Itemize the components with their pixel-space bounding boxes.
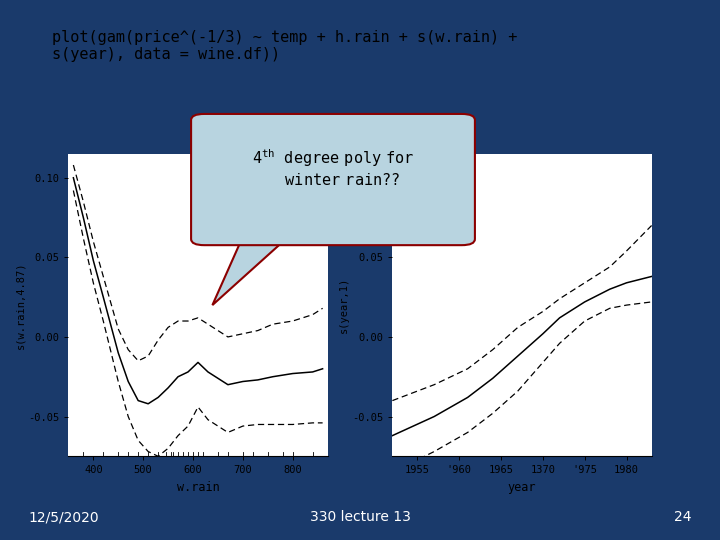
- Text: 12/5/2020: 12/5/2020: [29, 510, 99, 524]
- Text: $\mathtt{4^{th}}$ $\mathtt{degree\ poly\ for}$
$\mathtt{\ \ \ \ winter\ rain??}$: $\mathtt{4^{th}}$ $\mathtt{degree\ poly\…: [252, 147, 414, 187]
- Y-axis label: s(year,1): s(year,1): [339, 277, 349, 333]
- Text: 330 lecture 13: 330 lecture 13: [310, 510, 410, 524]
- FancyBboxPatch shape: [191, 114, 475, 245]
- X-axis label: year: year: [508, 481, 536, 494]
- Text: plot(gam(price^(-1/3) ~ temp + h.rain + s(w.rain) +
s(year), data = wine.df)): plot(gam(price^(-1/3) ~ temp + h.rain + …: [52, 30, 518, 62]
- X-axis label: w.rain: w.rain: [176, 481, 220, 494]
- Text: 24: 24: [674, 510, 691, 524]
- Y-axis label: s(w.rain,4.87): s(w.rain,4.87): [15, 261, 25, 349]
